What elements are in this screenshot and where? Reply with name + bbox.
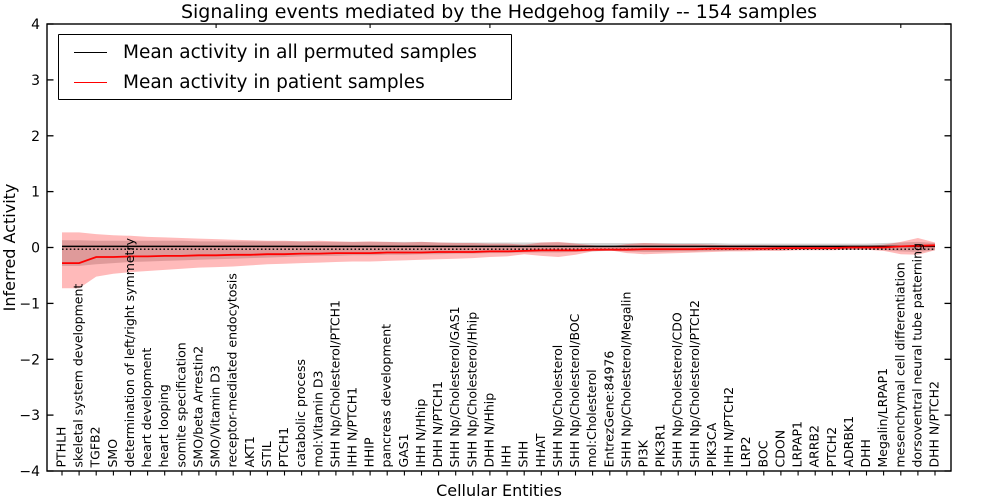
axes-layer [46, 23, 952, 476]
x-tick-label: SMO/Vitamin D3 [208, 365, 223, 467]
chart-title: Signaling events mediated by the Hedgeho… [180, 1, 818, 23]
x-tick-label: SHH Np/Cholesterol/Hhip [464, 312, 479, 468]
x-tick-label: IHH [499, 445, 514, 468]
x-tick-label: dorsoventral neural tube patterning [909, 243, 924, 468]
x-tick-label: PTCH1 [276, 427, 291, 468]
x-tick-label: catabolic process [293, 359, 308, 468]
x-tick-label: somite specification [173, 342, 188, 467]
legend-label-patient: Mean activity in patient samples [123, 71, 425, 93]
x-tick-label: SHH Np/Cholesterol/PTCH1 [327, 300, 342, 468]
tick-label-layer: 4 3 2 1 0 −1 −2 −3 −4 PTHLH skeletal system develo… [19, 17, 941, 480]
bands-layer [62, 232, 935, 289]
x-tick-label: HHAT [533, 433, 548, 467]
x-tick-label: mesenchymal cell differentiation [892, 262, 907, 467]
x-tick-label: PTHLH [54, 427, 69, 468]
x-tick-label: CDON [772, 430, 787, 468]
y-tick-label: −3 [19, 408, 40, 424]
x-tick-label: SHH Np/Cholesterol/GAS1 [447, 306, 462, 467]
x-tick-label: IHH N/PTCH2 [721, 387, 736, 468]
x-tick-label: mol:Cholesterol [584, 369, 599, 467]
y-axis-label: Inferred Activity [0, 184, 19, 312]
x-tick-label: DHH N/Hhip [481, 393, 496, 468]
x-tick-label: heart development [139, 348, 154, 468]
x-tick-label: STIL [259, 441, 274, 467]
x-tick-label: receptor-mediated endocytosis [225, 273, 240, 467]
x-tick-label: AKT1 [242, 436, 257, 467]
lines-layer [62, 244, 936, 265]
x-tick-label: BOC [755, 440, 770, 467]
x-tick-label: SHH Np/Cholesterol/CDO [670, 312, 685, 467]
x-tick-label: DHH N/PTCH1 [430, 381, 445, 467]
y-tick-label: 3 [31, 73, 40, 89]
x-tick-label: mol:Vitamin D3 [310, 371, 325, 468]
y-tick-label: −1 [19, 296, 40, 312]
x-axis-label: Cellular Entities [436, 481, 562, 500]
x-tick-label: HHIP [362, 437, 377, 467]
x-tick-label: SHH Np/Cholesterol [550, 345, 565, 468]
x-tick-label: PIK3R1 [653, 423, 668, 467]
x-tick-label: LRPAP1 [790, 421, 805, 467]
y-tick-label: −2 [19, 352, 40, 368]
x-tick-label: SHH Np/Cholesterol/PTCH2 [687, 300, 702, 468]
y-tick-label: 4 [31, 17, 40, 33]
x-tick-label: PIK3CA [704, 422, 719, 467]
x-tick-label: IHH N/PTCH1 [345, 387, 360, 468]
x-tick-label: skeletal system development [71, 284, 86, 468]
x-tick-label: LRP2 [738, 436, 753, 467]
legend-label-permuted: Mean activity in all permuted samples [123, 41, 477, 63]
x-tick-label: IHH N/Hhip [413, 399, 428, 468]
series-line-2 [62, 244, 936, 265]
x-tick-label: GAS1 [396, 433, 411, 467]
x-tick-label: ARRB2 [807, 425, 822, 467]
x-tick-label: heart looping [156, 384, 171, 467]
patient-samples-band [62, 232, 935, 289]
x-tick-label: SHH Np/Cholesterol/Megalin [618, 292, 633, 468]
x-tick-label: EntrezGene:84976 [601, 351, 616, 468]
x-tick-label: Megalin/LRPAP1 [875, 368, 890, 468]
x-tick-label: SMO [105, 439, 120, 468]
x-tick-label: SMO/beta Arrestin2 [190, 346, 205, 468]
x-tick-label: ADRBK1 [841, 416, 856, 468]
x-tick-label: TGFB2 [88, 426, 103, 468]
y-tick-label: −4 [19, 464, 40, 480]
y-tick-label: 1 [31, 185, 40, 201]
x-tick-label: PTCH2 [824, 427, 839, 468]
x-tick-label: DHH [858, 439, 873, 467]
y-tick-label: 2 [31, 129, 40, 145]
x-tick-label: determination of left/right symmetry [122, 237, 137, 467]
x-tick-label: DHH N/PTCH2 [927, 381, 942, 467]
x-tick-label: SHH Np/Cholesterol/BOC [567, 313, 582, 467]
legend-row-patient: Mean activity in patient samples [59, 69, 511, 95]
permuted-line-swatch [74, 51, 107, 53]
patient-line-swatch [74, 81, 107, 83]
legend-row-permuted: Mean activity in all permuted samples [59, 39, 511, 65]
x-tick-label: PI3K [636, 439, 651, 467]
x-tick-label: pancreas development [379, 324, 394, 468]
x-tick-label: SHH [516, 441, 531, 468]
y-tick-label: 0 [31, 241, 40, 257]
legend: Mean activity in all permuted samples Me… [58, 34, 512, 100]
